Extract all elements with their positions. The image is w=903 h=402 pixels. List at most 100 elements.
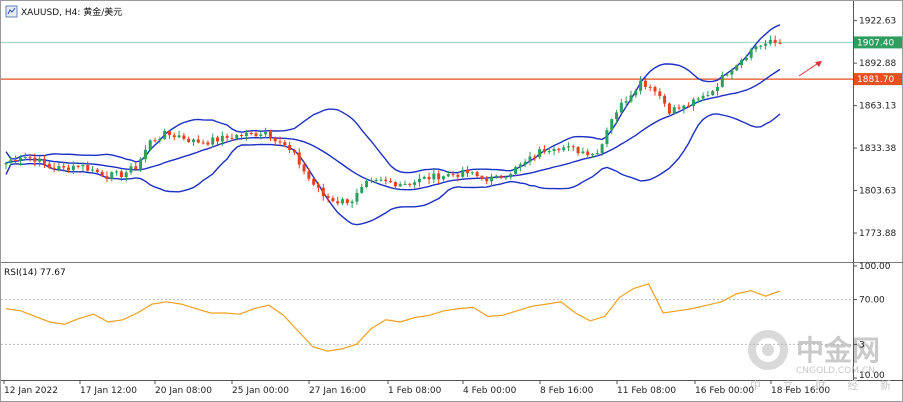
candle-body [562,147,566,151]
candle-body [292,149,296,153]
candle-body [18,157,22,161]
candle-body [764,43,768,46]
candle-body [341,199,345,204]
time-tick-label: 8 Feb 16:00 [540,386,594,396]
price-tick-label: 1922.63 [859,17,896,27]
candle-body [268,131,272,138]
time-tick-label: 11 Feb 08:00 [617,386,676,396]
candle-body [393,182,397,187]
watermark-tagline: 中 立 财 经 新 媒 体 [750,378,903,392]
bollinger-lower [5,113,781,226]
candle-body [288,144,292,150]
candle-body [576,147,580,154]
candle-body [389,180,393,183]
candle-body [167,130,171,136]
bollinger-bands [5,24,781,226]
candle-body [374,179,378,181]
candle-body [610,119,614,131]
candle-body [115,171,119,173]
candle-body [312,178,316,185]
candle-body [158,139,162,141]
candle-body [47,163,51,168]
time-tick-label: 4 Feb 00:00 [463,386,517,396]
price-axis: 1922.63 1892.88 1863.13 1833.38 1803.63 1773.… [853,17,896,239]
candle-body [773,40,777,43]
time-axis: 12 Jan 2022 17 Jan 12:00 20 Jan 08:00 25 Ja… [3,380,830,396]
candle-body [759,45,763,47]
time-tick-label: 12 Jan 2022 [4,386,58,396]
candle-body [360,187,364,193]
candle-body [475,172,479,177]
candle-body [4,162,8,165]
candle-body [740,60,744,66]
candlesticks [4,35,782,209]
candle-body [143,149,147,160]
candle-body [417,178,421,183]
candle-body [240,135,244,137]
candle-body [326,196,330,199]
candle-body [177,135,181,138]
candle-body [514,167,518,174]
candle-body [398,184,402,187]
candle-body [432,173,436,180]
candle-body [163,130,167,140]
candle-body [355,192,359,202]
candle-body [38,158,42,162]
time-tick-label: 20 Jan 08:00 [155,386,212,396]
candle-body [86,165,90,171]
candle-body [187,138,191,143]
candle-body [629,95,633,102]
price-lines: 1881.70 1907.40 [1,36,902,86]
candle-body [744,57,748,61]
candle-body [336,201,340,204]
candle-body [427,176,431,180]
price-tick-label: 1863.13 [859,102,896,112]
candle-body [33,157,37,162]
symbol-icon-glyph [7,7,16,15]
candle-body [619,102,623,113]
candle-body [91,169,95,171]
candle-body [600,144,604,154]
current-price-tag [854,36,902,49]
candle-body [768,40,772,44]
candle-body [547,150,551,152]
rsi-line [5,283,781,352]
candle-body [648,86,652,88]
candle-body [437,173,441,180]
time-tick-label: 18 Feb 16:00 [771,386,830,396]
candle-body [485,178,489,182]
candle-body [273,137,277,142]
candle-body [494,175,498,177]
candle-body [591,154,595,156]
candle-body [624,101,628,103]
candle-body [778,42,782,44]
candle-body [533,156,537,158]
candle-body [254,133,258,137]
candle-body [297,152,301,165]
resistance-tag-label: 1881.70 [857,75,894,85]
candle-body [456,174,460,177]
candle-body [446,174,450,177]
time-tick-label: 25 Jan 00:00 [232,386,289,396]
candle-body [451,174,455,176]
candle-body [571,146,575,148]
candle-body [244,132,248,137]
candle-body [379,179,383,181]
candle-body [730,70,734,75]
candle-body [615,112,619,120]
candle-body [408,183,412,185]
candle-body [76,165,80,167]
candle-body [230,137,234,139]
candle-body [716,86,720,92]
candle-body [105,176,109,179]
candle-body [754,46,758,50]
price-tick-label: 1833.38 [859,144,896,154]
candle-body [672,107,676,114]
candle-body [196,139,200,143]
candle-body [552,148,556,151]
candle-body [201,142,205,144]
candle-body [129,166,133,173]
candle-body [480,176,484,179]
